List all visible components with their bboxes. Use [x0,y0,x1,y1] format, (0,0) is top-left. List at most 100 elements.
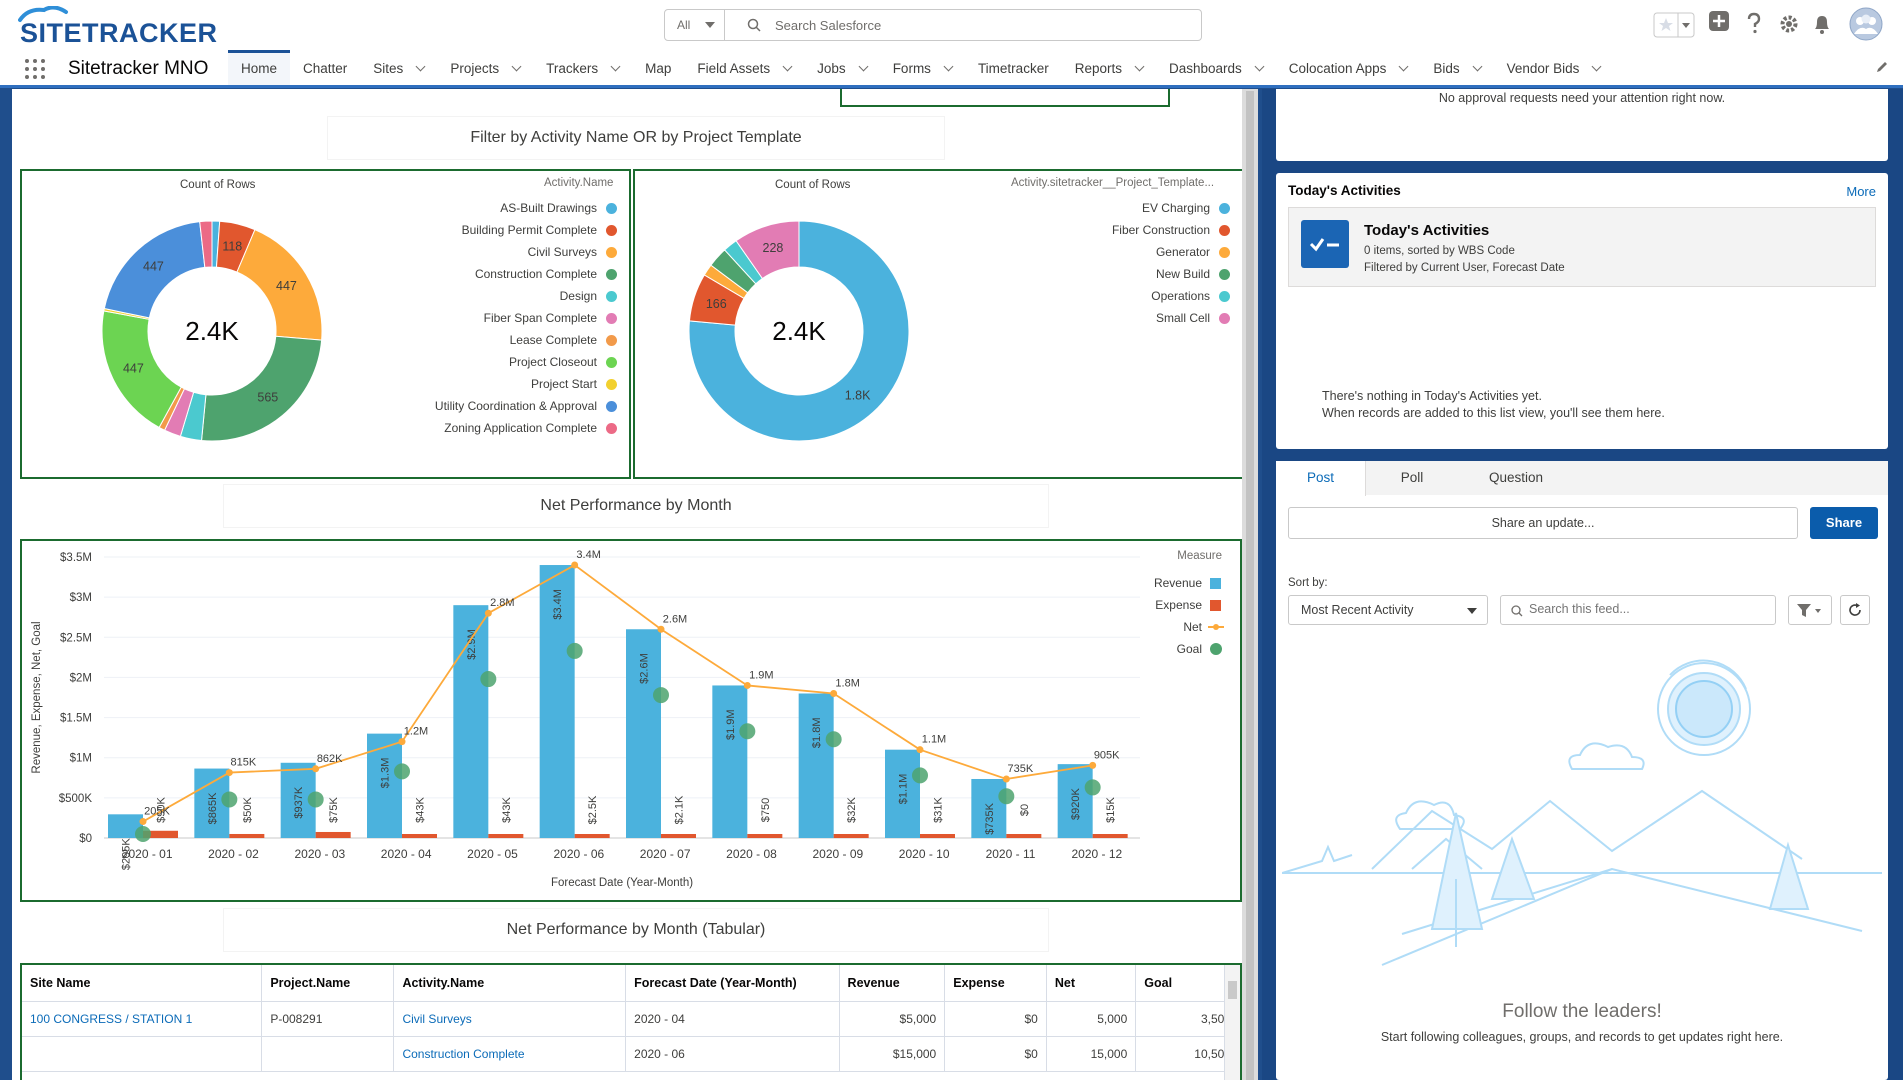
expense-bar[interactable] [1092,834,1128,838]
net-point[interactable] [225,769,233,777]
chevron-down-icon[interactable] [1591,61,1602,72]
expense-bar[interactable] [1006,834,1042,838]
project-template-donut-chart[interactable]: 1.8K 166 228 2.4K [659,193,949,473]
legend-item[interactable]: Fiber Construction [1112,219,1232,241]
share-update-input[interactable]: Share an update... [1288,507,1798,539]
feed-search-input[interactable] [1529,602,1769,616]
tab-question[interactable]: Question [1488,470,1544,485]
column-header[interactable]: Site Name [22,965,263,1002]
revenue-bar[interactable] [108,814,143,838]
sort-select[interactable]: Most Recent Activity [1288,595,1488,625]
nav-item-vendor-bids[interactable]: Vendor Bids [1494,50,1614,85]
goal-point[interactable] [912,767,928,784]
column-header[interactable]: Revenue [839,965,946,1002]
expense-bar[interactable] [488,834,524,838]
net-point[interactable] [1002,775,1010,783]
revenue-bar[interactable] [885,749,920,838]
expense-bar[interactable] [747,834,783,838]
legend-item[interactable]: Fiber Span Complete [435,307,619,329]
chevron-down-icon[interactable] [511,61,522,72]
legend-item[interactable]: Project Start [435,373,619,395]
nav-item-chatter[interactable]: Chatter [290,50,360,85]
net-point[interactable] [312,765,320,773]
nav-item-sites[interactable]: Sites [360,50,437,85]
expense-bar[interactable] [402,834,437,838]
table-cell[interactable] [22,1036,263,1072]
legend-item[interactable]: Construction Complete [435,263,619,285]
expense-bar[interactable] [920,834,955,838]
net-point[interactable] [484,609,492,617]
legend-item[interactable]: Small Cell [1112,307,1232,329]
chevron-down-icon[interactable] [415,61,426,72]
search-input[interactable] [775,15,1175,35]
goal-point[interactable] [739,723,756,740]
column-header[interactable]: Goal [1135,965,1240,1002]
net-performance-bar-chart[interactable]: $0 $500K $1M $1.5M $2M $2.5M $3M $3.5M Revenue, … [22,541,1240,900]
goal-point[interactable] [307,791,324,808]
chevron-down-icon[interactable] [1134,61,1145,72]
help-icon[interactable] [1745,12,1763,34]
net-point[interactable] [830,689,838,697]
notification-bell-icon[interactable] [1812,13,1832,35]
expense-bar[interactable] [143,830,178,838]
dashboard-scrollbar[interactable] [1242,89,1258,1080]
goal-point[interactable] [135,825,151,842]
legend-item[interactable]: Building Permit Complete [435,219,619,241]
donut-slice[interactable] [735,220,800,280]
nav-item-colocation-apps[interactable]: Colocation Apps [1276,50,1421,85]
legend-item[interactable]: New Build [1112,263,1232,285]
legend-item[interactable]: AS-Built Drawings [435,197,619,219]
legend-item[interactable]: Design [435,285,619,307]
nav-item-map[interactable]: Map [632,50,684,85]
legend-item[interactable]: Civil Surveys [435,241,619,263]
nav-item-timetracker[interactable]: Timetracker [965,50,1062,85]
table-cell[interactable]: 100 CONGRESS / STATION 1 [22,1001,263,1037]
chevron-down-icon[interactable] [610,61,621,72]
legend-item[interactable]: Project Closeout [435,351,619,373]
tab-poll[interactable]: Poll [1400,470,1424,485]
tab-post[interactable]: Post [1276,461,1366,496]
list-view-title[interactable]: Today's Activities [1364,222,1490,239]
revenue-bar[interactable] [1057,764,1093,838]
add-icon[interactable] [1708,10,1730,32]
goal-point[interactable] [394,763,410,780]
nav-item-bids[interactable]: Bids [1420,50,1493,85]
net-point[interactable] [743,681,751,689]
table-cell[interactable]: Civil Surveys [393,1001,627,1037]
chevron-down-icon[interactable] [1254,61,1265,72]
more-link[interactable]: More [1846,184,1876,199]
table-cell[interactable]: Construction Complete [393,1036,627,1072]
donut-slice[interactable] [199,220,213,268]
net-point[interactable] [139,818,147,826]
net-point[interactable] [398,738,406,746]
net-point[interactable] [571,561,579,569]
chevron-down-icon[interactable] [943,61,954,72]
column-header[interactable]: Activity.Name [393,965,627,1002]
feed-filter-button[interactable] [1788,595,1832,625]
revenue-bar[interactable] [712,685,748,838]
favorites-icon[interactable] [1653,10,1695,40]
column-header[interactable]: Net [1046,965,1137,1002]
revenue-bar[interactable] [539,565,575,838]
nav-item-reports[interactable]: Reports [1062,50,1156,85]
expense-bar[interactable] [833,834,869,838]
legend-item[interactable]: EV Charging [1112,197,1232,219]
share-button[interactable]: Share [1810,507,1878,539]
revenue-bar[interactable] [971,778,1007,838]
nav-item-trackers[interactable]: Trackers [533,50,632,85]
goal-point[interactable] [1084,779,1101,796]
activity-name-donut-chart[interactable]: 118 447 565 447 447 2.4K [72,193,362,473]
column-header[interactable]: Project.Name [261,965,395,1002]
net-point[interactable] [657,625,665,633]
revenue-bar[interactable] [453,605,489,838]
chevron-down-icon[interactable] [858,61,869,72]
expense-bar[interactable] [315,831,351,838]
legend-item[interactable]: Utility Coordination & Approval [435,395,619,417]
column-header[interactable]: Forecast Date (Year-Month) [625,965,840,1002]
net-point[interactable] [916,746,924,754]
goal-point[interactable] [480,671,497,688]
app-launcher-icon[interactable] [25,59,45,79]
legend-item[interactable]: Lease Complete [435,329,619,351]
chevron-down-icon[interactable] [1472,61,1483,72]
revenue-bar[interactable] [626,629,661,838]
